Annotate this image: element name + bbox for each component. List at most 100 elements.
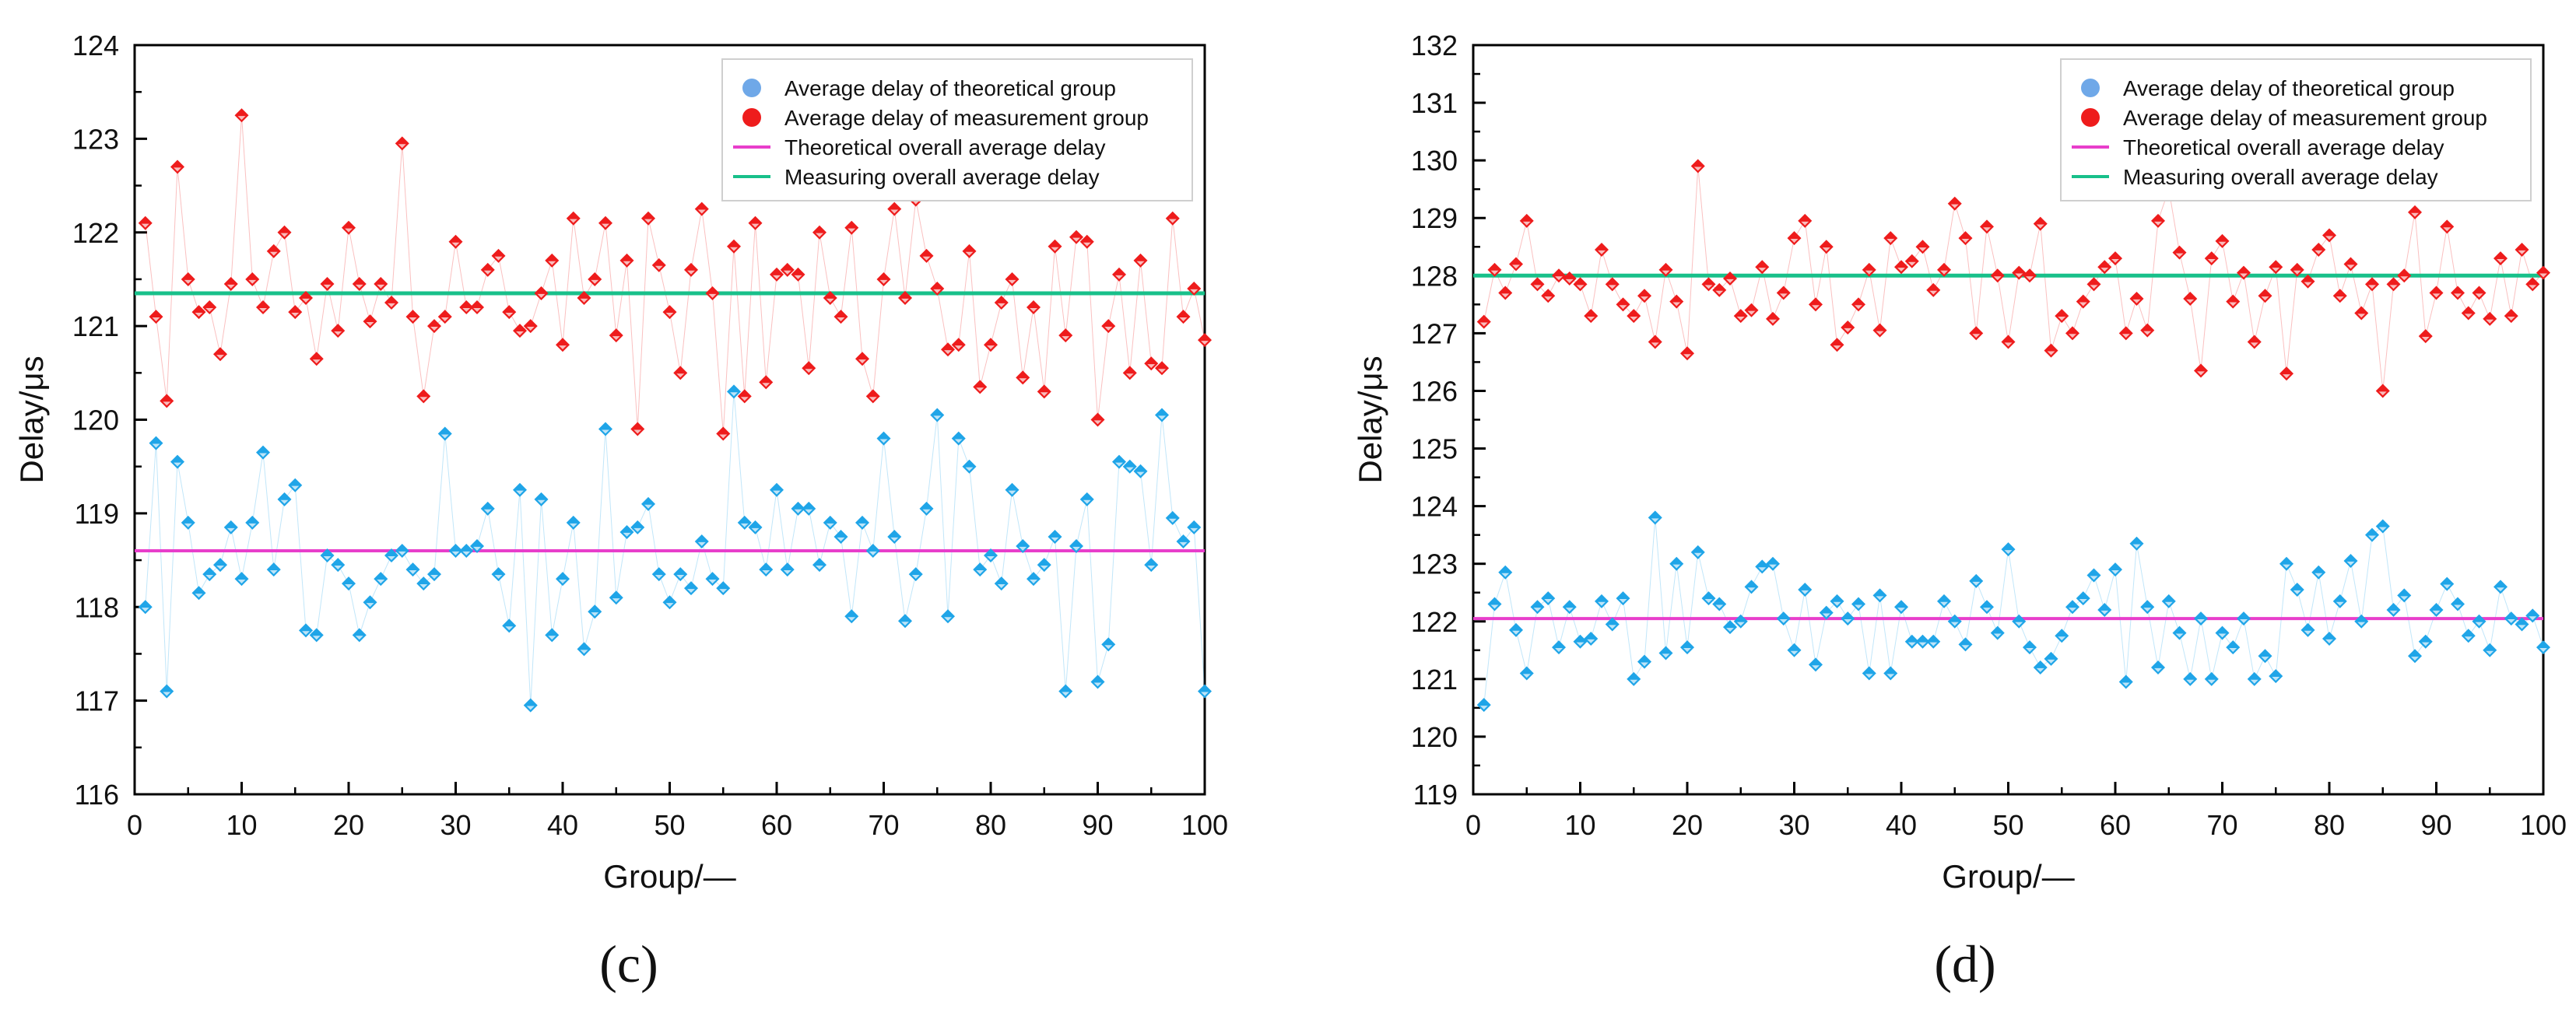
marker-highlight — [1179, 541, 1188, 546]
marker-shape — [2108, 562, 2122, 577]
theoretical-point — [823, 515, 837, 530]
theoretical-point — [705, 572, 720, 587]
measurement-point — [566, 211, 581, 226]
marker-highlight — [2004, 550, 2013, 555]
marker-shape — [1605, 617, 1620, 632]
marker-shape — [374, 572, 388, 587]
marker-highlight — [858, 359, 866, 364]
marker-highlight — [2261, 296, 2269, 301]
legend-dot-icon — [742, 79, 761, 97]
marker-shape — [342, 220, 356, 235]
marker-highlight — [323, 555, 332, 560]
marker-shape — [1915, 634, 1930, 649]
marker-shape — [2269, 669, 2283, 684]
marker-highlight — [954, 439, 963, 443]
theoretical-point — [1680, 640, 1694, 655]
theoretical-point — [2183, 671, 2198, 686]
theoretical-point — [1990, 625, 2005, 640]
measurement-point — [2033, 216, 2048, 231]
marker-shape — [994, 296, 1009, 310]
marker-shape — [256, 300, 270, 315]
y-tick-label: 117 — [75, 685, 119, 717]
marker-highlight — [1993, 633, 2002, 638]
measurement-point — [1562, 272, 1577, 286]
marker-shape — [1658, 262, 1673, 277]
marker-shape — [2375, 519, 2390, 534]
marker-highlight — [1747, 310, 1756, 315]
measurement-point — [759, 375, 774, 390]
marker-shape — [1658, 646, 1673, 660]
theoretical-point — [588, 604, 602, 619]
marker-shape — [791, 501, 805, 516]
theoretical-point — [1595, 594, 1609, 608]
theoretical-point — [780, 562, 795, 577]
theoretical-point — [759, 562, 774, 577]
marker-shape — [523, 319, 538, 334]
measurement-point — [1819, 240, 1834, 254]
measurement-point — [1595, 242, 1609, 257]
marker-shape — [2161, 594, 2176, 608]
marker-shape — [234, 572, 249, 587]
marker-highlight — [483, 270, 492, 275]
marker-highlight — [869, 551, 877, 555]
theoretical-point — [919, 501, 934, 516]
theoretical-point — [630, 520, 645, 534]
marker-highlight — [2315, 250, 2323, 254]
marker-highlight — [623, 532, 631, 537]
marker-highlight — [1758, 268, 1767, 272]
marker-highlight — [2175, 633, 2184, 638]
marker-shape — [1122, 459, 1137, 474]
theoretical-point — [405, 562, 420, 577]
marker-shape — [759, 562, 774, 577]
marker-highlight — [2421, 336, 2430, 341]
marker-highlight — [1008, 490, 1016, 495]
marker-highlight — [152, 317, 160, 321]
measurement-point — [791, 267, 805, 282]
theoretical-point — [320, 548, 335, 563]
marker-highlight — [2357, 622, 2366, 626]
marker-shape — [1648, 510, 1662, 525]
legend-label: Average delay of theoretical group — [2123, 76, 2455, 100]
marker-highlight — [1565, 279, 1574, 283]
measurement-point — [1198, 333, 1212, 348]
theoretical-point — [1509, 622, 1523, 637]
measurement-point — [2108, 251, 2122, 266]
legend: Average delay of theoretical group Averag… — [2060, 58, 2532, 201]
theoretical-point — [1915, 634, 1930, 649]
theoretical-point — [191, 586, 206, 601]
theoretical-point — [1744, 580, 1759, 594]
measurement-point — [577, 291, 591, 306]
y-tick-label: 124 — [72, 30, 119, 61]
marker-shape — [1552, 268, 1566, 283]
marker-shape — [416, 576, 431, 591]
marker-highlight — [1093, 682, 1102, 687]
measurement-point — [1584, 309, 1599, 324]
marker-shape — [1883, 231, 1898, 246]
theoretical-point — [181, 515, 195, 530]
measurement-point — [619, 253, 634, 268]
marker-shape — [1851, 297, 1865, 312]
marker-shape — [2258, 649, 2272, 664]
theoretical-point — [2375, 519, 2390, 534]
theoretical-point — [1027, 572, 1041, 587]
measurement-point — [1658, 262, 1673, 277]
marker-highlight — [987, 345, 995, 350]
marker-highlight — [334, 331, 342, 335]
marker-highlight — [366, 603, 374, 608]
theoretical-point — [694, 534, 709, 548]
marker-highlight — [1662, 270, 1670, 275]
measurement-point — [2055, 309, 2069, 324]
marker-highlight — [2336, 296, 2344, 301]
marker-shape — [1176, 534, 1191, 548]
y-tick-label: 128 — [1411, 260, 1458, 292]
theoretical-point — [1122, 459, 1137, 474]
marker-shape — [865, 389, 880, 404]
marker-highlight — [911, 575, 920, 579]
theoretical-point — [1947, 614, 1962, 629]
marker-highlight — [633, 429, 642, 434]
y-axis-title: Delay/μs — [1352, 356, 1388, 483]
marker-shape — [2451, 597, 2465, 611]
theoretical-point — [619, 524, 634, 539]
theoretical-point — [1830, 594, 1844, 608]
marker-highlight — [1736, 317, 1745, 321]
